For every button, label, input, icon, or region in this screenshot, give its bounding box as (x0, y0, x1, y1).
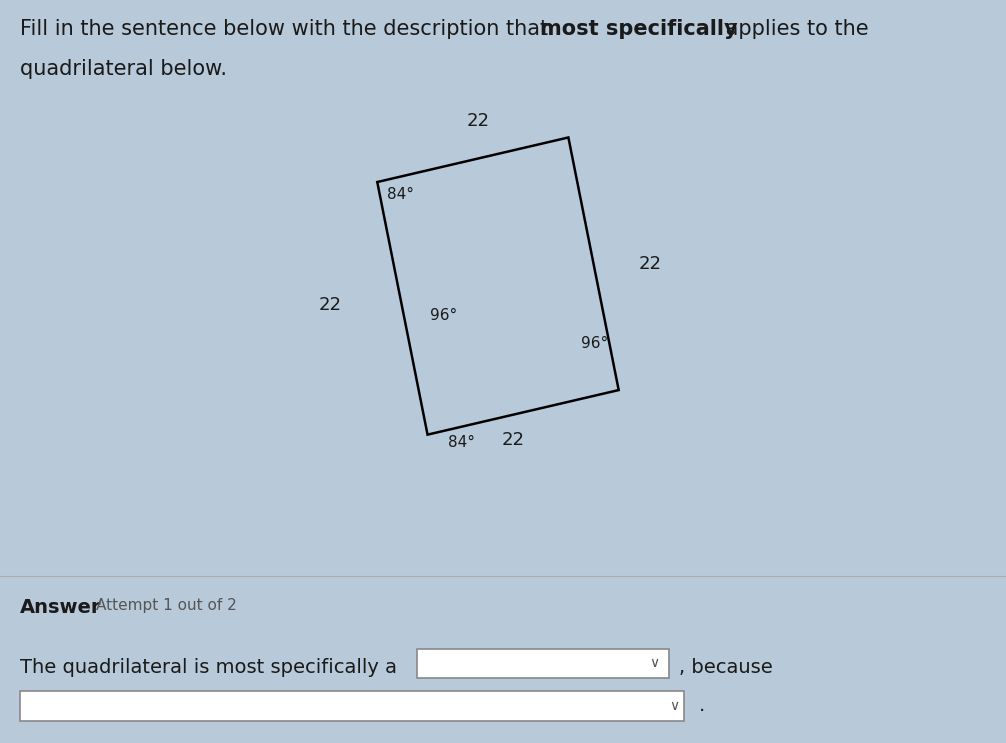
Text: quadrilateral below.: quadrilateral below. (20, 59, 227, 80)
Text: Answer: Answer (20, 598, 102, 617)
FancyBboxPatch shape (20, 691, 684, 721)
Text: ∨: ∨ (669, 699, 679, 713)
Text: , because: , because (679, 658, 773, 677)
Text: 22: 22 (319, 296, 342, 314)
Text: 84°: 84° (387, 187, 414, 202)
Text: 84°: 84° (448, 435, 475, 450)
Text: Attempt 1 out of 2: Attempt 1 out of 2 (96, 598, 236, 613)
Text: 22: 22 (467, 112, 489, 130)
Text: 22: 22 (502, 431, 524, 449)
Text: 96°: 96° (581, 336, 609, 351)
Text: The quadrilateral is most specifically a: The quadrilateral is most specifically a (20, 658, 397, 677)
FancyBboxPatch shape (417, 649, 669, 678)
Text: 96°: 96° (430, 308, 457, 323)
Text: 22: 22 (639, 255, 662, 273)
Text: ∨: ∨ (649, 657, 659, 670)
Text: Fill in the sentence below with the description that: Fill in the sentence below with the desc… (20, 19, 555, 39)
Text: applies to the: applies to the (719, 19, 869, 39)
Text: .: . (699, 696, 705, 716)
Text: most specifically: most specifically (540, 19, 737, 39)
